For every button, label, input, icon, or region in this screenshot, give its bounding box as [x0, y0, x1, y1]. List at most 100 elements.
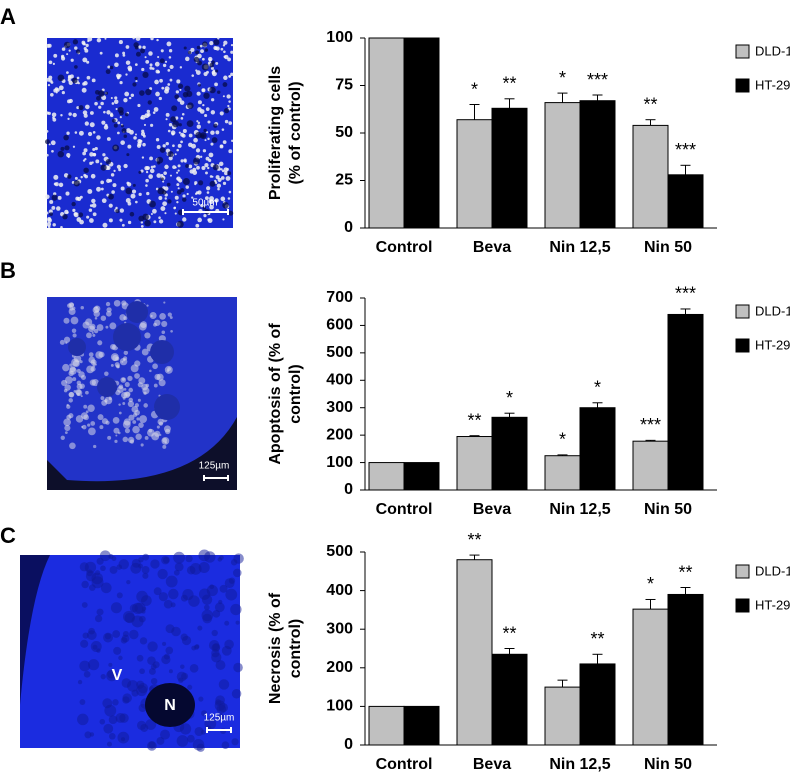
nucleus — [153, 165, 156, 168]
nucleus — [103, 125, 109, 130]
apoptotic — [99, 425, 104, 430]
cells — [215, 695, 225, 705]
dark-spot — [183, 46, 187, 50]
nucleus — [168, 56, 172, 59]
bar — [667, 313, 704, 491]
nucleus — [92, 212, 97, 217]
nucleus — [180, 132, 185, 137]
significance: *** — [675, 284, 696, 304]
bar — [544, 686, 581, 746]
nucleus — [73, 212, 79, 218]
cells — [100, 674, 106, 680]
apoptotic — [121, 377, 126, 381]
nucleus — [90, 173, 96, 179]
dark-spot — [139, 90, 145, 96]
cells — [81, 580, 89, 589]
dark-spot — [209, 86, 216, 94]
dark-spot — [215, 69, 219, 73]
nucleus — [148, 174, 153, 179]
significance: *** — [640, 415, 661, 435]
nucleus — [82, 110, 88, 115]
dark-spot — [67, 174, 72, 179]
cells — [161, 654, 171, 665]
cells — [145, 719, 157, 730]
nucleus — [49, 199, 54, 204]
nucleus — [61, 47, 66, 51]
nucleus — [48, 60, 53, 65]
nucleus — [164, 197, 167, 200]
nucleus — [80, 175, 83, 179]
apoptotic — [105, 301, 111, 307]
nucleus — [195, 223, 200, 228]
nucleus — [86, 60, 90, 64]
dark-spot — [57, 74, 65, 82]
apoptotic — [121, 360, 124, 363]
dark-spot — [203, 128, 207, 133]
nucleus — [45, 211, 49, 215]
apoptotic — [90, 366, 96, 372]
nucleus — [162, 63, 167, 68]
cells — [138, 703, 147, 712]
dark-spot — [62, 213, 68, 220]
significance: *** — [587, 70, 608, 90]
cavity — [113, 323, 141, 351]
nucleus — [51, 205, 56, 210]
nucleus — [167, 68, 171, 72]
apoptotic — [107, 435, 112, 440]
nucleus — [165, 141, 169, 146]
apoptotic — [158, 379, 166, 387]
legend-swatch — [735, 44, 750, 59]
dark-spot — [180, 188, 185, 193]
nucleus — [145, 170, 149, 174]
image-label: 50µm — [192, 198, 217, 209]
nucleus — [83, 148, 88, 153]
dark-spot — [160, 177, 164, 181]
nucleus — [223, 75, 228, 81]
apoptotic — [63, 317, 70, 324]
nucleus — [66, 71, 69, 74]
bar — [667, 174, 704, 229]
apoptotic — [139, 415, 148, 423]
nucleus — [150, 123, 154, 127]
nucleus — [45, 153, 49, 157]
image-label: 125µm — [199, 461, 230, 472]
nucleus — [168, 156, 173, 161]
apoptotic — [127, 375, 133, 382]
y-tick-label: 100 — [326, 29, 353, 46]
nucleus — [68, 49, 71, 52]
dark-spot — [204, 48, 209, 52]
bar — [403, 462, 440, 491]
cells — [181, 672, 189, 680]
nucleus — [197, 121, 201, 125]
nucleus — [47, 43, 52, 48]
nucleus — [82, 57, 88, 63]
nucleus — [164, 212, 167, 215]
nucleus — [202, 57, 205, 61]
nucleus — [154, 79, 159, 85]
legend-swatch — [735, 304, 750, 319]
nucleus — [215, 61, 219, 65]
nucleus — [72, 145, 76, 148]
apoptotic — [156, 425, 160, 429]
apoptotic — [68, 391, 75, 398]
y-axis-label: Necrosis (% of — [267, 592, 284, 704]
nucleus — [162, 144, 166, 148]
cells — [198, 549, 211, 562]
nucleus — [142, 45, 146, 50]
nucleus — [116, 164, 121, 169]
nucleus — [197, 107, 202, 112]
cells — [121, 678, 132, 688]
nucleus — [182, 128, 187, 134]
dark-spot — [75, 49, 81, 54]
apoptotic — [76, 368, 81, 374]
apoptotic — [141, 383, 148, 391]
nucleus — [47, 84, 51, 87]
nucleus — [118, 168, 122, 172]
significance: * — [471, 79, 478, 99]
cells — [100, 565, 106, 572]
cells — [103, 723, 114, 734]
nucleus — [89, 218, 94, 223]
nucleus — [121, 223, 125, 227]
apoptotic — [127, 400, 135, 408]
nucleus — [158, 96, 162, 101]
